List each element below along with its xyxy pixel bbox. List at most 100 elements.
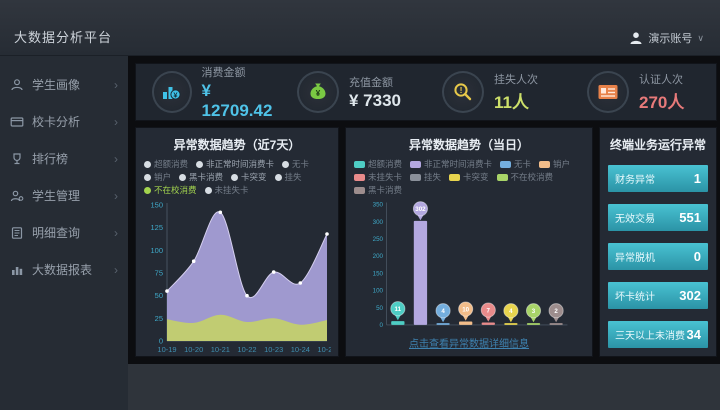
svg-text:25: 25 [155,314,163,323]
legend-item[interactable]: 非正常时间消费卡 [410,159,492,170]
legend-item[interactable]: 不在校消费 [496,172,554,183]
svg-text:3: 3 [532,308,536,315]
svg-text:50: 50 [376,305,383,312]
terminal-stat-label: 无效交易 [615,214,655,225]
legend-swatch-icon [354,187,365,194]
sidebar-item-6[interactable]: 大数据报表 › [0,251,128,288]
campus-card-icon [10,116,24,127]
legend-dot-icon [196,161,204,168]
svg-text:125: 125 [150,223,163,232]
legend-swatch-icon [500,161,512,168]
svg-text:250: 250 [373,236,384,243]
terminal-stat-label: 异常脱机 [615,253,655,264]
sidebar-item-label: 明细查询 [32,226,81,240]
kpi-card-3: ! 挂失人次 11人 [426,64,571,120]
svg-text:4: 4 [441,308,445,315]
student-portrait-icon [11,78,23,90]
legend-item[interactable]: 黑卡消费 [354,185,402,196]
legend-label: 不在校消费 [510,172,554,182]
legend-label: 无卡 [514,159,532,169]
terminal-rows: 财务异常 1 无效交易 551 异常脱机 0 坏卡统计 302 三天以上未消费 34 [606,159,710,348]
sidebar-item-4[interactable]: 学生管理 › [0,177,128,214]
legend-dot-icon [204,187,212,194]
sidebar-item-label: 学生画像 [32,78,81,92]
legend-item[interactable]: 超额消费 [144,159,188,170]
legend-label: 无卡 [292,159,310,169]
kpi-label: 消费金额 [201,66,246,79]
svg-text:7: 7 [487,307,491,314]
sidebar-item-label: 校卡分析 [32,115,81,129]
kpi-value: ¥ 7330 [349,90,401,110]
chevron-right-icon: › [114,114,118,129]
legend-dot-icon [231,174,239,181]
svg-text:4: 4 [509,308,513,315]
legend-item[interactable]: 销户 [539,159,570,170]
terminal-stat-row: 财务异常 1 [608,165,708,192]
auth-count-icon [598,85,618,99]
bigdata-report-icon [12,266,23,275]
svg-text:10: 10 [462,306,469,313]
app-title: 大数据分析平台 [14,30,113,45]
detail-link[interactable]: 点击查看异常数据详细信息 [409,339,529,350]
sidebar-item-5[interactable]: 明细查询 › [0,214,128,251]
charts-row: 异常数据趋势（近7天） 超额消费 非正常时间消费卡 无卡 销户 黑卡消费 卡突变 挂失 不在校… [135,127,717,357]
kpi-value: 270人 [639,93,685,112]
kpi-icon-ring [587,71,629,113]
terminal-stat-label: 三天以上未消费 [615,331,685,342]
kpi-icon-ring: ¥ [152,71,192,113]
legend-item[interactable]: 无卡 [500,159,531,170]
legend-label: 黑卡消费 [189,172,224,182]
recharge-amount-icon: ¥ [310,83,326,99]
legend-item[interactable]: 黑卡消费 [179,172,223,183]
trend-today-legend: 超额消费 非正常时间消费卡 无卡 销户未挂失卡 挂失 卡突变 不在校消费黑卡消费 [352,159,586,196]
svg-text:300: 300 [373,219,384,226]
legend-item[interactable]: 未挂失卡 [204,185,249,196]
legend-item[interactable]: 销户 [144,172,171,183]
legend-item[interactable]: 挂失 [410,172,441,183]
legend-item[interactable]: 无卡 [282,159,309,170]
kpi-value: ¥ 12709.42 [201,80,273,120]
trend-7day-title: 异常数据趋势（近7天） [173,138,301,152]
body-row: 学生画像 › 校卡分析 › 排行榜 › 学生管理 › 明细查询 › 大数据报表 › ¥ 消费金额 ¥ 12… [0,56,720,410]
legend-item[interactable]: 挂失 [274,172,302,183]
sidebar-item-label: 排行榜 [32,152,69,166]
terminal-stat-label: 坏卡统计 [615,292,655,303]
main-dashboard: ¥ 消费金额 ¥ 12709.42 ¥ 充值金额 ¥ 7330! 挂失人次 11人 认证人次 27… [128,56,720,364]
kpi-icon-ring: ¥ [297,71,339,113]
sidebar-item-2[interactable]: 校卡分析 › [0,103,128,140]
svg-text:150: 150 [150,201,163,210]
user-menu[interactable]: 演示账号 ∨ [629,30,704,46]
legend-label: 超额消费 [154,159,189,169]
trend-area-chart[interactable]: 0 25 50 75 100 125 150 10-19 10-20 10-21 10-22 10-2… [143,199,331,357]
sidebar-item-3[interactable]: 排行榜 › [0,140,128,177]
legend-item[interactable]: 卡突变 [231,172,267,183]
legend-item[interactable]: 非正常时间消费卡 [196,159,274,170]
svg-text:11: 11 [395,306,402,313]
legend-item[interactable]: 卡突变 [449,172,489,183]
legend-swatch-icon [354,174,365,181]
trend-today-title: 异常数据趋势（当日） [408,138,529,152]
legend-item[interactable]: 不在校消费 [144,185,197,196]
legend-item[interactable]: 未挂失卡 [354,172,402,183]
ranking-icon [13,152,21,164]
user-name: 演示账号 [648,33,693,45]
terminal-stat-value: 0 [693,249,701,264]
trend-7day-panel: 异常数据趋势（近7天） 超额消费 非正常时间消费卡 无卡销户 黑卡消费 卡突变 挂失不在校… [135,127,339,357]
svg-text:10-20: 10-20 [184,345,203,354]
svg-text:10-22: 10-22 [237,345,256,354]
kpi-band: ¥ 消费金额 ¥ 12709.42 ¥ 充值金额 ¥ 7330! 挂失人次 11人 认证人次 27… [135,63,717,121]
sidebar-item-1[interactable]: 学生画像 › [0,66,128,103]
svg-text:50: 50 [155,291,163,300]
svg-text:!: ! [460,85,463,95]
today-bar-chart[interactable]: 0 50 100 150 200 250 300 350 11 302 4 10 7 4 3 2 [352,199,586,332]
kpi-label: 认证人次 [639,74,683,86]
terminal-stat-value: 34 [686,327,701,342]
legend-swatch-icon [496,174,508,181]
legend-item[interactable]: 超额消费 [354,159,402,170]
sidebar-item-label: 大数据报表 [32,263,93,277]
legend-label: 未挂失卡 [214,185,249,195]
detail-query-icon [11,226,23,239]
consume-amount-icon: ¥ [162,87,181,100]
legend-label: 不在校消费 [154,185,197,195]
svg-text:350: 350 [373,202,384,209]
